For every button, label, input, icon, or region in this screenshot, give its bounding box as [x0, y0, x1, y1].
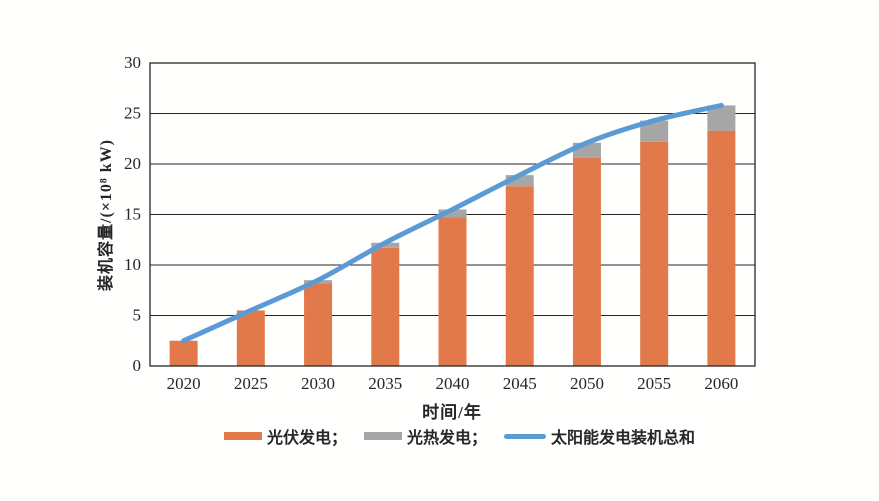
- y-tick-label-30: 30: [124, 53, 141, 72]
- bar-光伏发电-2060: [707, 130, 736, 366]
- total-line-swatch-icon: [504, 433, 547, 439]
- y-tick-label-10: 10: [124, 255, 141, 274]
- legend-item-csp: 光热发电；: [364, 424, 487, 448]
- y-tick-label-20: 20: [124, 154, 141, 173]
- axis-box: [149, 62, 756, 367]
- x-tick-label-2045: 2045: [503, 374, 537, 393]
- x-tick-label-2035: 2035: [368, 374, 402, 393]
- bar-光热发电-2045: [505, 175, 534, 187]
- legend: 光伏发电； 光热发电； 太阳能发电装机总和: [224, 424, 695, 448]
- y-tick-label-15: 15: [124, 205, 141, 224]
- bar-光伏发电-2025: [236, 310, 265, 366]
- csp-swatch-icon: [364, 432, 403, 440]
- y-tick-label-25: 25: [124, 104, 141, 123]
- bar-光伏发电-2055: [640, 141, 669, 366]
- x-tick-label-2060: 2060: [704, 374, 738, 393]
- x-tick-label-2040: 2040: [436, 374, 470, 393]
- bar-光热发电-2040: [438, 209, 467, 218]
- legend-label-total: 太阳能发电装机总和: [551, 430, 696, 447]
- x-tick-label-2025: 2025: [234, 374, 268, 393]
- pv-swatch-icon: [224, 432, 262, 440]
- x-axis-title: 时间/年: [422, 403, 482, 422]
- bar-光热发电-2055: [640, 120, 669, 142]
- bar-光伏发电-2030: [304, 283, 333, 366]
- x-tick-label-2050: 2050: [570, 374, 604, 393]
- bar-光伏发电-2035: [371, 247, 400, 366]
- x-tick-label-2055: 2055: [637, 374, 671, 393]
- bar-光伏发电-2040: [438, 217, 467, 366]
- bar-光伏发电-2045: [505, 186, 534, 366]
- legend-label-csp: 光热发电；: [407, 430, 488, 447]
- line-太阳能发电装机总和: [181, 102, 724, 344]
- bar-光伏发电-2020: [169, 340, 198, 366]
- legend-item-pv: 光伏发电；: [224, 424, 347, 448]
- y-tick-label-0: 0: [133, 356, 142, 375]
- legend-item-total: 太阳能发电装机总和: [504, 424, 695, 448]
- legend-label-pv: 光伏发电；: [267, 430, 348, 447]
- x-tick-label-2020: 2020: [167, 374, 201, 393]
- x-tick-label-2030: 2030: [301, 374, 335, 393]
- bar-光伏发电-2050: [572, 157, 601, 366]
- y-axis-title: 装机容量/(×10⁸ kW): [98, 139, 115, 291]
- y-tick-label-5: 5: [133, 306, 142, 325]
